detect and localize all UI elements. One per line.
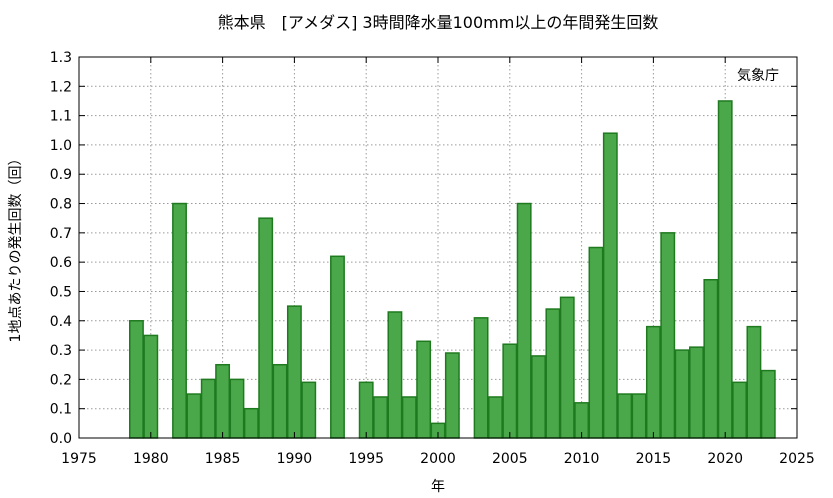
bar <box>559 296 575 439</box>
y-axis: 0.0 0.1 0.2 0.3 0.4 0.5 0.6 0.7 0.8 0.9 1.0 1.1 1.2 1… <box>50 50 797 447</box>
y-tick-label: 0.8 <box>50 197 72 213</box>
bar <box>444 352 460 439</box>
y-tick-label: 1.2 <box>50 79 72 95</box>
x-tick-label: 2005 <box>492 451 528 467</box>
bar <box>200 378 216 439</box>
x-tick-label: 2000 <box>420 451 456 467</box>
bar <box>689 346 704 439</box>
bar <box>186 393 202 439</box>
y-tick-label: 0.4 <box>50 314 72 330</box>
bar <box>473 317 489 439</box>
y-axis-label: 1地点あたりの発生回数（回） <box>8 152 24 343</box>
x-tick-label: 2015 <box>636 451 672 467</box>
x-tick-label: 2025 <box>779 451 815 467</box>
bar <box>416 340 432 439</box>
bar <box>401 396 417 439</box>
bar <box>746 325 762 439</box>
bar <box>373 396 388 439</box>
bar <box>516 202 532 439</box>
y-tick-label: 0.9 <box>50 167 72 183</box>
x-tick-label: 1980 <box>133 451 169 467</box>
x-axis: 1975 1980 1985 1990 1995 2000 2005 2010 2015 2020… <box>61 57 815 467</box>
y-tick-label: 1.0 <box>50 138 72 154</box>
bar <box>272 363 288 439</box>
bar <box>330 255 345 439</box>
bar <box>645 325 661 439</box>
y-tick-label: 0.5 <box>50 284 72 300</box>
y-tick-label: 0.6 <box>50 255 72 271</box>
x-tick-label: 1975 <box>61 451 97 467</box>
bar <box>488 396 503 439</box>
bar <box>129 320 144 439</box>
bar <box>172 202 187 439</box>
bar <box>588 246 604 439</box>
bar <box>358 381 374 439</box>
bar <box>660 232 676 439</box>
y-tick-label: 0.0 <box>50 431 72 447</box>
bar <box>229 378 245 439</box>
x-tick-label: 2020 <box>707 451 743 467</box>
y-tick-label: 0.2 <box>50 372 72 388</box>
bar <box>717 100 733 439</box>
chart-title: 熊本県 [アメダス] 3時間降水量100mm以上の年間発生回数 <box>218 13 659 32</box>
x-tick-label: 1985 <box>205 451 241 467</box>
x-tick-label: 1995 <box>348 451 384 467</box>
y-tick-label: 0.3 <box>50 343 72 359</box>
bar <box>143 334 159 439</box>
y-tick-label: 0.7 <box>50 226 72 242</box>
bar <box>631 393 647 439</box>
y-tick-label: 1.3 <box>50 50 72 66</box>
bars <box>129 100 776 439</box>
bar <box>258 217 274 439</box>
bar <box>387 311 403 439</box>
y-tick-label: 1.1 <box>50 109 72 125</box>
bar <box>674 349 690 439</box>
bar <box>760 369 776 439</box>
bar <box>545 308 561 439</box>
y-tick-label: 0.1 <box>50 402 72 418</box>
x-tick-label: 1990 <box>277 451 313 467</box>
bar <box>301 381 317 439</box>
annotation: 気象庁 <box>737 68 779 84</box>
bar <box>243 407 259 439</box>
bar <box>617 393 633 439</box>
bar <box>215 363 231 439</box>
bar <box>286 305 302 439</box>
bar <box>703 278 719 439</box>
x-axis-label: 年 <box>431 479 445 495</box>
x-tick-label: 2010 <box>564 451 600 467</box>
bar <box>732 381 747 439</box>
bar <box>502 343 518 439</box>
bar <box>531 355 546 439</box>
bar <box>602 132 618 439</box>
